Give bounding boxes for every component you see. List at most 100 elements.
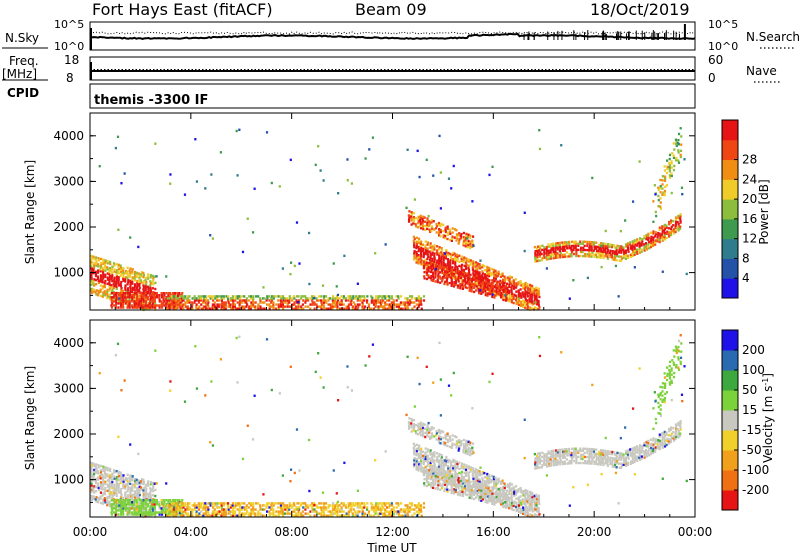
velocity-cell <box>238 514 241 517</box>
colorbar-swatch <box>722 258 738 279</box>
power-cell <box>145 280 148 284</box>
power-cell <box>408 295 412 298</box>
power-cell <box>510 294 514 298</box>
velocity-cell <box>90 490 93 493</box>
power-cell <box>584 254 587 258</box>
power-cell <box>476 262 479 265</box>
power-cell <box>412 258 416 261</box>
velocity-cell <box>472 471 475 474</box>
power-cell <box>166 299 169 302</box>
power-cell <box>229 299 233 302</box>
velocity-cell <box>268 512 271 515</box>
power-cell <box>128 296 131 299</box>
velocity-cell <box>440 464 443 467</box>
power-cell <box>165 302 168 305</box>
power-cell <box>178 304 182 307</box>
power-cell <box>390 297 394 300</box>
power-cell <box>106 294 110 298</box>
power-cell <box>184 303 187 306</box>
power-cell <box>652 232 655 235</box>
velocity-cell <box>413 459 416 462</box>
velocity-cell <box>104 482 107 486</box>
velocity-cell <box>446 478 449 481</box>
velocity-cell <box>186 508 189 511</box>
power-cell <box>404 307 407 310</box>
velocity-cell <box>120 507 123 510</box>
power-cell <box>118 292 121 295</box>
velocity-cell <box>477 496 480 500</box>
velocity-cell <box>443 473 446 476</box>
nsearch-tick-top: 10^5 <box>708 18 738 31</box>
power-cell <box>535 294 538 298</box>
velocity-cell <box>462 467 465 470</box>
power-cell <box>124 288 127 291</box>
velocity-cell <box>158 513 161 516</box>
power-cell <box>538 259 541 262</box>
velocity-cell <box>467 471 470 474</box>
velocity-cell <box>263 504 266 507</box>
velocity-cell <box>220 510 224 513</box>
velocity-cell <box>470 490 473 494</box>
power-cell <box>457 272 460 275</box>
velocity-cell <box>211 514 214 517</box>
velocity-cell <box>135 493 139 496</box>
power-cell <box>463 280 466 283</box>
velocity-cell <box>376 506 379 509</box>
power-cell <box>170 299 173 302</box>
power-cell <box>427 270 430 273</box>
velocity-cell <box>227 502 230 505</box>
velocity-cell <box>488 499 491 503</box>
power-cell <box>661 231 664 234</box>
velocity-cell <box>147 509 150 512</box>
velocity-cell <box>268 510 271 513</box>
power-cell <box>515 286 518 289</box>
velocity-cell <box>511 487 514 490</box>
velocity-cell <box>415 464 418 467</box>
power-cell <box>643 234 646 238</box>
power-cell <box>99 270 102 273</box>
velocity-cell <box>533 498 536 502</box>
power-cell <box>281 301 284 304</box>
power-cell <box>430 249 434 252</box>
velocity-cell <box>476 475 479 478</box>
velocity-cell <box>366 506 369 509</box>
power-cell <box>530 299 533 302</box>
power-cell <box>476 282 479 286</box>
velocity-cell <box>413 444 416 448</box>
velocity-cell <box>336 514 339 517</box>
colorbar-tick-label: 8 <box>742 251 750 265</box>
power-cell <box>149 300 152 303</box>
power-cell <box>461 281 464 284</box>
velocity-cell <box>521 500 525 503</box>
velocity-cell <box>446 465 450 468</box>
power-cell <box>677 225 680 228</box>
power-cell <box>469 261 473 264</box>
power-cell <box>268 307 271 310</box>
power-cell <box>238 303 241 306</box>
velocity-cell <box>214 502 217 505</box>
velocity-cell <box>335 508 339 511</box>
power-cell <box>460 265 463 269</box>
power-cell <box>563 245 566 248</box>
velocity-cell <box>430 469 433 472</box>
velocity-cell <box>454 463 457 467</box>
power-cell <box>160 291 163 295</box>
velocity-cell <box>484 496 487 500</box>
velocity-cell <box>434 487 437 490</box>
power-cell <box>463 256 466 259</box>
power-cell <box>347 297 351 300</box>
velocity-cell <box>409 508 412 511</box>
velocity-cell <box>108 475 112 479</box>
power-cell <box>221 301 224 304</box>
power-cell <box>533 287 536 291</box>
power-cell <box>486 288 490 291</box>
velocity-cell <box>265 510 269 513</box>
velocity-cell <box>422 454 425 458</box>
power-cell <box>460 280 463 283</box>
velocity-cell <box>432 480 435 483</box>
power-cell <box>151 300 154 303</box>
velocity-cell <box>496 481 499 485</box>
power-cell <box>442 256 446 259</box>
power-cell <box>541 256 544 260</box>
power-cell <box>442 268 445 271</box>
